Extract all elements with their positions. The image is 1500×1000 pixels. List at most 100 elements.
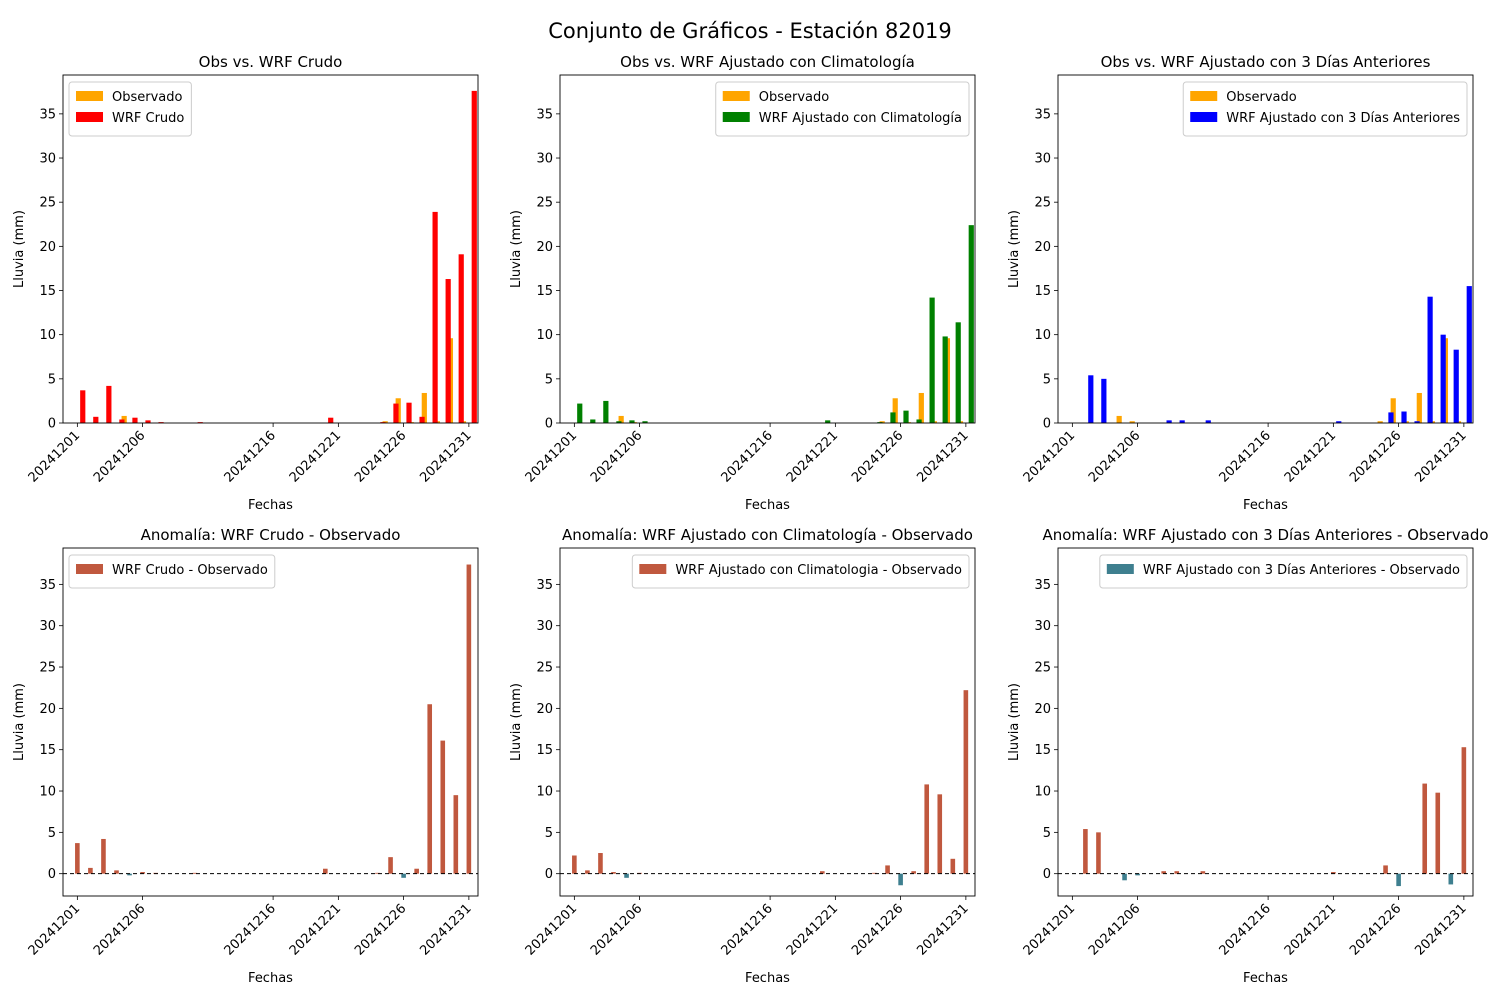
x-tick-label: 20241201 (1021, 901, 1078, 958)
x-axis-label: Fechas (1243, 971, 1288, 986)
bar (119, 419, 125, 423)
bar (88, 867, 93, 874)
bar (1116, 415, 1122, 423)
legend: Observado WRF Crudo (68, 81, 192, 137)
bar (898, 873, 903, 886)
y-tick-label: 20 (1034, 240, 1051, 255)
legend-label: WRF Crudo - Observado (112, 563, 268, 578)
bar (114, 870, 119, 874)
bar (427, 704, 433, 874)
bar (440, 740, 446, 874)
bar (924, 784, 930, 874)
y-axis-label: Lluvia (mm) (1007, 683, 1022, 761)
bar (611, 872, 616, 874)
x-tick-label: 20241231 (1412, 901, 1469, 958)
x-tick-label: 20241231 (417, 901, 474, 958)
x-tick-label: 20241216 (719, 428, 776, 485)
bar (323, 868, 328, 874)
chart-title: Obs vs. WRF Crudo (199, 53, 343, 71)
legend-label: Observado (759, 90, 830, 105)
bar (1466, 286, 1472, 423)
bar (1161, 871, 1167, 874)
bar (1388, 412, 1394, 423)
chart-title: Obs vs. WRF Ajustado con 3 Días Anterior… (1101, 53, 1431, 71)
chart-title: Obs vs. WRF Ajustado con Climatología (620, 53, 915, 71)
legend-label: WRF Ajustado con 3 Días Anteriores (1226, 111, 1460, 126)
bar (140, 872, 145, 874)
bar (1390, 398, 1396, 423)
y-tick-label: 35 (1034, 578, 1051, 593)
y-tick-label: 10 (1034, 785, 1051, 800)
bar (955, 322, 961, 423)
bar (1427, 296, 1433, 423)
bar (445, 279, 451, 423)
y-tick-label: 10 (536, 328, 553, 343)
bar (375, 872, 380, 874)
x-axis-label: Fechas (248, 971, 293, 986)
bar (1435, 792, 1441, 874)
bar (937, 794, 943, 874)
bar (1083, 829, 1088, 874)
y-tick-label: 20 (1034, 702, 1051, 717)
y-tick-label: 25 (536, 196, 553, 211)
bar (388, 857, 393, 874)
y-tick-label: 30 (536, 619, 553, 634)
plot-frame (559, 547, 976, 897)
chart-panel-1: Obs vs. WRF Crudo Lluvia (mm) Fechas 0 5 10 15… (12, 53, 479, 513)
bar (624, 873, 629, 878)
legend-swatch (76, 564, 103, 574)
x-tick-label: 20241221 (1282, 428, 1339, 485)
bar (466, 564, 472, 874)
legend-label: Observado (112, 90, 183, 105)
bar (1416, 392, 1422, 423)
bar (950, 858, 956, 874)
x-tick-label: 20241226 (352, 428, 409, 485)
y-axis-label: Lluvia (mm) (509, 683, 524, 761)
chart-panel-5: Anomalía: WRF Ajustado con Climatología … (509, 526, 976, 986)
y-tick-label: 15 (1034, 743, 1051, 758)
bar (1331, 872, 1336, 874)
x-tick-label: 20241201 (26, 428, 83, 485)
legend-swatch (639, 564, 667, 574)
legend-swatch (722, 112, 750, 122)
y-tick-label: 25 (1034, 196, 1051, 211)
plot-frame (1057, 74, 1474, 424)
legend-label: WRF Ajustado con 3 Días Anteriores - Obs… (1143, 563, 1460, 578)
bar (458, 254, 464, 423)
bar (890, 412, 896, 423)
y-axis-label: Lluvia (mm) (509, 210, 524, 288)
y-tick-label: 5 (1043, 826, 1051, 841)
chart-panel-6: Anomalía: WRF Ajustado con 3 Días Anteri… (1007, 526, 1489, 986)
bar (421, 392, 427, 423)
bar (1461, 747, 1467, 874)
y-tick-label: 5 (48, 372, 56, 387)
bar (1101, 378, 1107, 423)
chart-title: Anomalía: WRF Ajustado con 3 Días Anteri… (1042, 526, 1488, 544)
bar (1088, 375, 1094, 423)
bar (192, 872, 198, 874)
x-tick-label: 20241226 (849, 428, 906, 485)
x-tick-label: 20241216 (1217, 901, 1274, 958)
legend-swatch (722, 91, 750, 101)
bar (616, 421, 622, 423)
x-axis-label: Fechas (1243, 498, 1288, 513)
y-tick-label: 15 (536, 284, 553, 299)
bar (903, 410, 909, 423)
bar (968, 225, 974, 423)
bar (406, 402, 412, 423)
x-tick-label: 20241226 (849, 901, 906, 958)
bar (93, 416, 99, 423)
bar (101, 838, 106, 874)
bar (572, 855, 577, 874)
y-tick-label: 35 (39, 578, 56, 593)
x-axis-label: Fechas (745, 498, 790, 513)
bar (106, 385, 112, 423)
x-tick-label: 20241231 (1412, 428, 1469, 485)
bar (453, 795, 459, 874)
bar (1096, 832, 1101, 874)
plot-frame (559, 74, 976, 424)
y-tick-label: 20 (536, 240, 553, 255)
bar (911, 871, 916, 874)
bar (1135, 873, 1140, 876)
x-tick-label: 20241206 (588, 901, 645, 958)
